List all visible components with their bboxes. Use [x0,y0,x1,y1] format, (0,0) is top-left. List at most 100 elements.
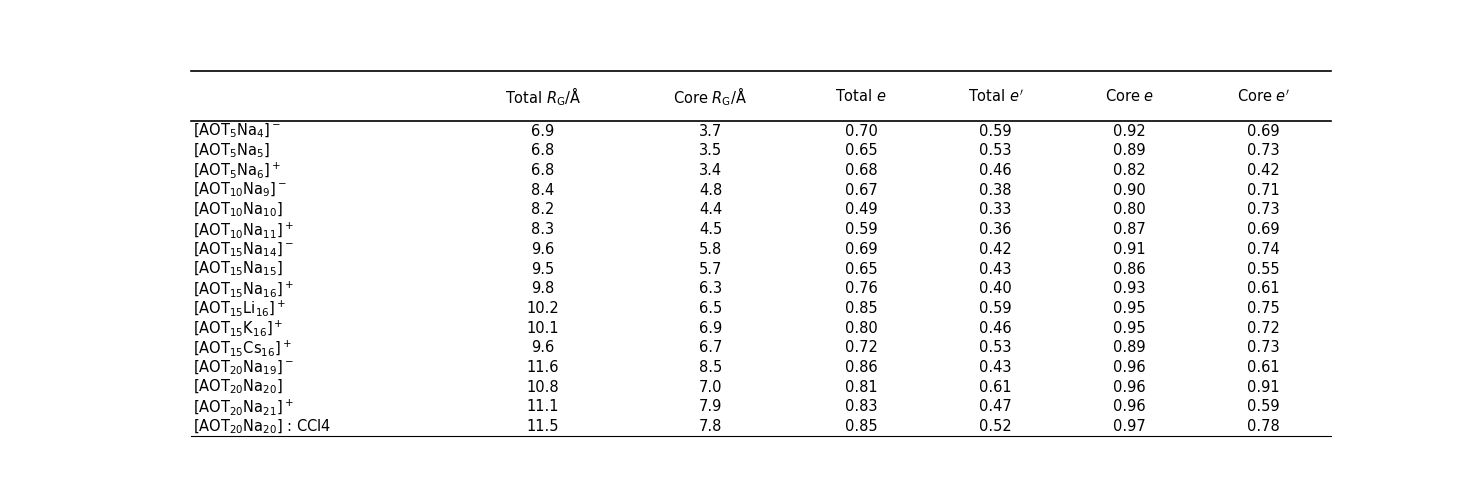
Text: 0.80: 0.80 [1114,203,1146,218]
Text: 0.42: 0.42 [979,242,1012,257]
Text: 0.85: 0.85 [846,301,878,316]
Text: 3.4: 3.4 [699,163,723,178]
Text: 0.91: 0.91 [1114,242,1146,257]
Text: Total $e'$: Total $e'$ [967,88,1023,105]
Text: 5.8: 5.8 [699,242,723,257]
Text: 0.70: 0.70 [844,124,878,139]
Text: 0.59: 0.59 [846,222,878,237]
Text: 0.59: 0.59 [979,124,1012,139]
Text: 0.74: 0.74 [1247,242,1280,257]
Text: 8.3: 8.3 [532,222,554,237]
Text: [AOT$_{15}$Na$_{15}$]: [AOT$_{15}$Na$_{15}$] [193,260,283,278]
Text: 0.53: 0.53 [979,340,1012,355]
Text: 8.4: 8.4 [532,183,554,198]
Text: [AOT$_{10}$Na$_{11}$]$^+$: [AOT$_{10}$Na$_{11}$]$^+$ [193,220,293,240]
Text: 0.42: 0.42 [1247,163,1280,178]
Text: 0.73: 0.73 [1247,340,1280,355]
Text: 7.8: 7.8 [699,419,723,434]
Text: 0.59: 0.59 [979,301,1012,316]
Text: 4.5: 4.5 [699,222,723,237]
Text: Core $e$: Core $e$ [1105,88,1154,104]
Text: [AOT$_5$Na$_6$]$^+$: [AOT$_5$Na$_6$]$^+$ [193,161,281,181]
Text: 0.68: 0.68 [846,163,878,178]
Text: 6.3: 6.3 [699,281,723,296]
Text: 0.53: 0.53 [979,143,1012,158]
Text: 0.92: 0.92 [1114,124,1146,139]
Text: 6.9: 6.9 [532,124,554,139]
Text: 10.2: 10.2 [526,301,560,316]
Text: 0.81: 0.81 [846,380,878,395]
Text: 4.4: 4.4 [699,203,723,218]
Text: 0.61: 0.61 [979,380,1012,395]
Text: [AOT$_{20}$Na$_{20}$]: [AOT$_{20}$Na$_{20}$] [193,378,283,396]
Text: 6.7: 6.7 [699,340,723,355]
Text: [AOT$_{20}$Na$_{20}$] : CCl4: [AOT$_{20}$Na$_{20}$] : CCl4 [193,417,332,436]
Text: 0.71: 0.71 [1247,183,1280,198]
Text: 0.83: 0.83 [846,399,878,414]
Text: 0.33: 0.33 [979,203,1012,218]
Text: 0.96: 0.96 [1114,399,1146,414]
Text: 6.5: 6.5 [699,301,723,316]
Text: 8.2: 8.2 [532,203,554,218]
Text: 0.85: 0.85 [846,419,878,434]
Text: 9.5: 9.5 [532,261,554,276]
Text: 0.95: 0.95 [1114,321,1146,336]
Text: [AOT$_{20}$Na$_{21}$]$^+$: [AOT$_{20}$Na$_{21}$]$^+$ [193,397,293,417]
Text: 6.9: 6.9 [699,321,723,336]
Text: 0.82: 0.82 [1114,163,1146,178]
Text: 0.86: 0.86 [846,360,878,375]
Text: Total $R_\mathrm{G}$/Å: Total $R_\mathrm{G}$/Å [505,85,581,108]
Text: Core $R_\mathrm{G}$/Å: Core $R_\mathrm{G}$/Å [674,85,748,108]
Text: 10.1: 10.1 [527,321,560,336]
Text: 11.1: 11.1 [527,399,560,414]
Text: 6.8: 6.8 [532,143,554,158]
Text: 0.36: 0.36 [979,222,1012,237]
Text: [AOT$_{15}$Li$_{16}$]$^+$: [AOT$_{15}$Li$_{16}$]$^+$ [193,298,286,318]
Text: 0.43: 0.43 [979,360,1012,375]
Text: 10.8: 10.8 [527,380,560,395]
Text: 0.67: 0.67 [846,183,878,198]
Text: [AOT$_{15}$Cs$_{16}$]$^+$: [AOT$_{15}$Cs$_{16}$]$^+$ [193,338,292,358]
Text: 0.69: 0.69 [846,242,878,257]
Text: 7.0: 7.0 [699,380,723,395]
Text: 0.55: 0.55 [1247,261,1280,276]
Text: 0.78: 0.78 [1247,419,1280,434]
Text: 0.89: 0.89 [1114,143,1146,158]
Text: 3.5: 3.5 [699,143,723,158]
Text: 0.80: 0.80 [846,321,878,336]
Text: [AOT$_{15}$Na$_{16}$]$^+$: [AOT$_{15}$Na$_{16}$]$^+$ [193,279,293,298]
Text: 9.6: 9.6 [532,340,554,355]
Text: 0.96: 0.96 [1114,360,1146,375]
Text: 0.59: 0.59 [1247,399,1280,414]
Text: 0.73: 0.73 [1247,203,1280,218]
Text: 9.6: 9.6 [532,242,554,257]
Text: [AOT$_5$Na$_4$]$^-$: [AOT$_5$Na$_4$]$^-$ [193,122,281,140]
Text: 0.75: 0.75 [1247,301,1280,316]
Text: [AOT$_{15}$Na$_{14}$]$^-$: [AOT$_{15}$Na$_{14}$]$^-$ [193,240,293,258]
Text: 0.87: 0.87 [1114,222,1146,237]
Text: [AOT$_{10}$Na$_{10}$]: [AOT$_{10}$Na$_{10}$] [193,201,283,219]
Text: 0.61: 0.61 [1247,360,1280,375]
Text: 0.52: 0.52 [979,419,1012,434]
Text: 0.40: 0.40 [979,281,1012,296]
Text: 0.93: 0.93 [1114,281,1146,296]
Text: 0.65: 0.65 [846,143,878,158]
Text: 0.73: 0.73 [1247,143,1280,158]
Text: 4.8: 4.8 [699,183,723,198]
Text: 0.69: 0.69 [1247,124,1280,139]
Text: 0.72: 0.72 [1247,321,1280,336]
Text: [AOT$_5$Na$_5$]: [AOT$_5$Na$_5$] [193,142,270,160]
Text: Core $e'$: Core $e'$ [1237,88,1290,105]
Text: 0.89: 0.89 [1114,340,1146,355]
Text: 0.65: 0.65 [846,261,878,276]
Text: [AOT$_{10}$Na$_9$]$^-$: [AOT$_{10}$Na$_9$]$^-$ [193,181,287,200]
Text: 6.8: 6.8 [532,163,554,178]
Text: 0.46: 0.46 [979,163,1012,178]
Text: 0.43: 0.43 [979,261,1012,276]
Text: 0.47: 0.47 [979,399,1012,414]
Text: 8.5: 8.5 [699,360,723,375]
Text: 0.95: 0.95 [1114,301,1146,316]
Text: 0.90: 0.90 [1114,183,1146,198]
Text: 7.9: 7.9 [699,399,723,414]
Text: [AOT$_{20}$Na$_{19}$]$^-$: [AOT$_{20}$Na$_{19}$]$^-$ [193,358,293,377]
